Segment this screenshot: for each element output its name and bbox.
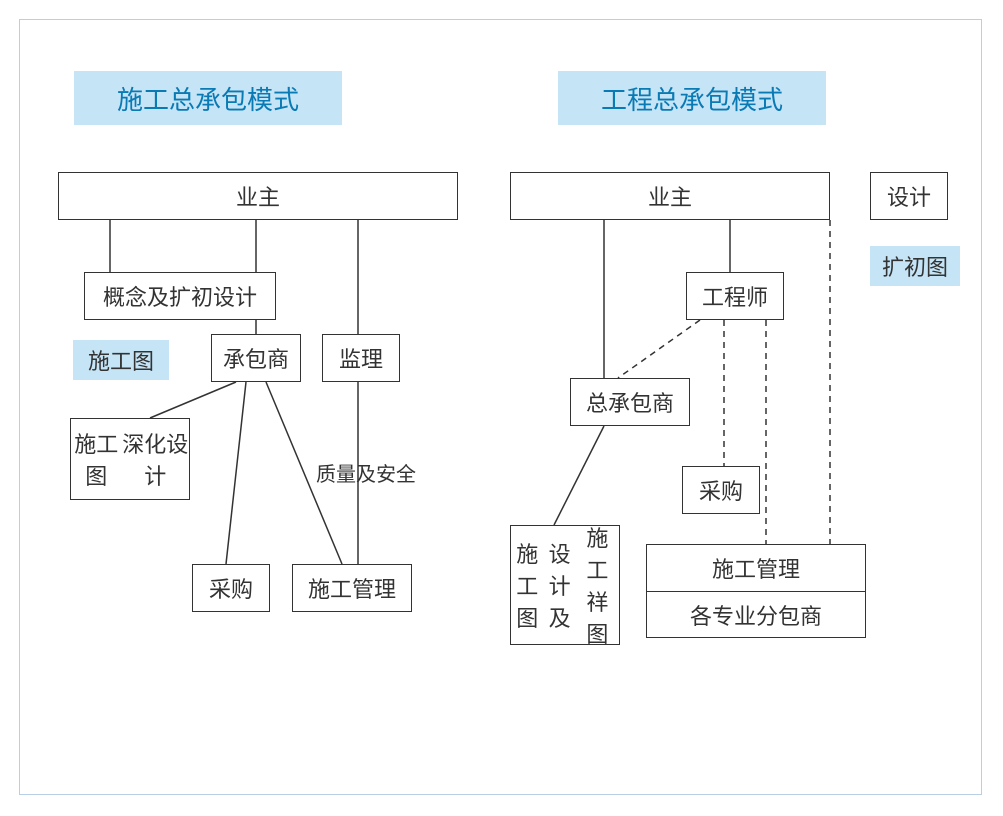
outer-frame: [19, 19, 982, 795]
right-purchase-node: 采购: [682, 466, 760, 514]
diagram-canvas: 施工总承包模式 业主 概念及扩初设计 承包商 监理 施工图深化设计 采购 施工管…: [0, 0, 1003, 816]
right-epc-node: 总承包商: [570, 378, 690, 426]
left-deepen-node: 施工图深化设计: [70, 418, 190, 500]
right-chip: 扩初图: [870, 246, 960, 286]
right-design-node: 设计: [870, 172, 948, 220]
left-chip: 施工图: [73, 340, 169, 380]
left-contractor-node: 承包商: [211, 334, 301, 382]
left-supervise-node: 监理: [322, 334, 400, 382]
right-owner-node: 业主: [510, 172, 830, 220]
left-purchase-node: 采购: [192, 564, 270, 612]
left-mgmt-node: 施工管理: [292, 564, 412, 612]
right-stack: 施工管理 各专业分包商: [646, 544, 866, 638]
right-stack-row-0: 施工管理: [647, 545, 865, 591]
left-plain-label: 质量及安全: [316, 458, 416, 487]
right-title: 工程总承包模式: [558, 71, 826, 125]
left-title: 施工总承包模式: [74, 71, 342, 125]
left-owner-node: 业主: [58, 172, 458, 220]
right-engineer-node: 工程师: [686, 272, 784, 320]
right-drawings-node: 施工图设计及施工祥图: [510, 525, 620, 645]
left-concept-node: 概念及扩初设计: [84, 272, 276, 320]
right-stack-row-1: 各专业分包商: [647, 591, 865, 637]
